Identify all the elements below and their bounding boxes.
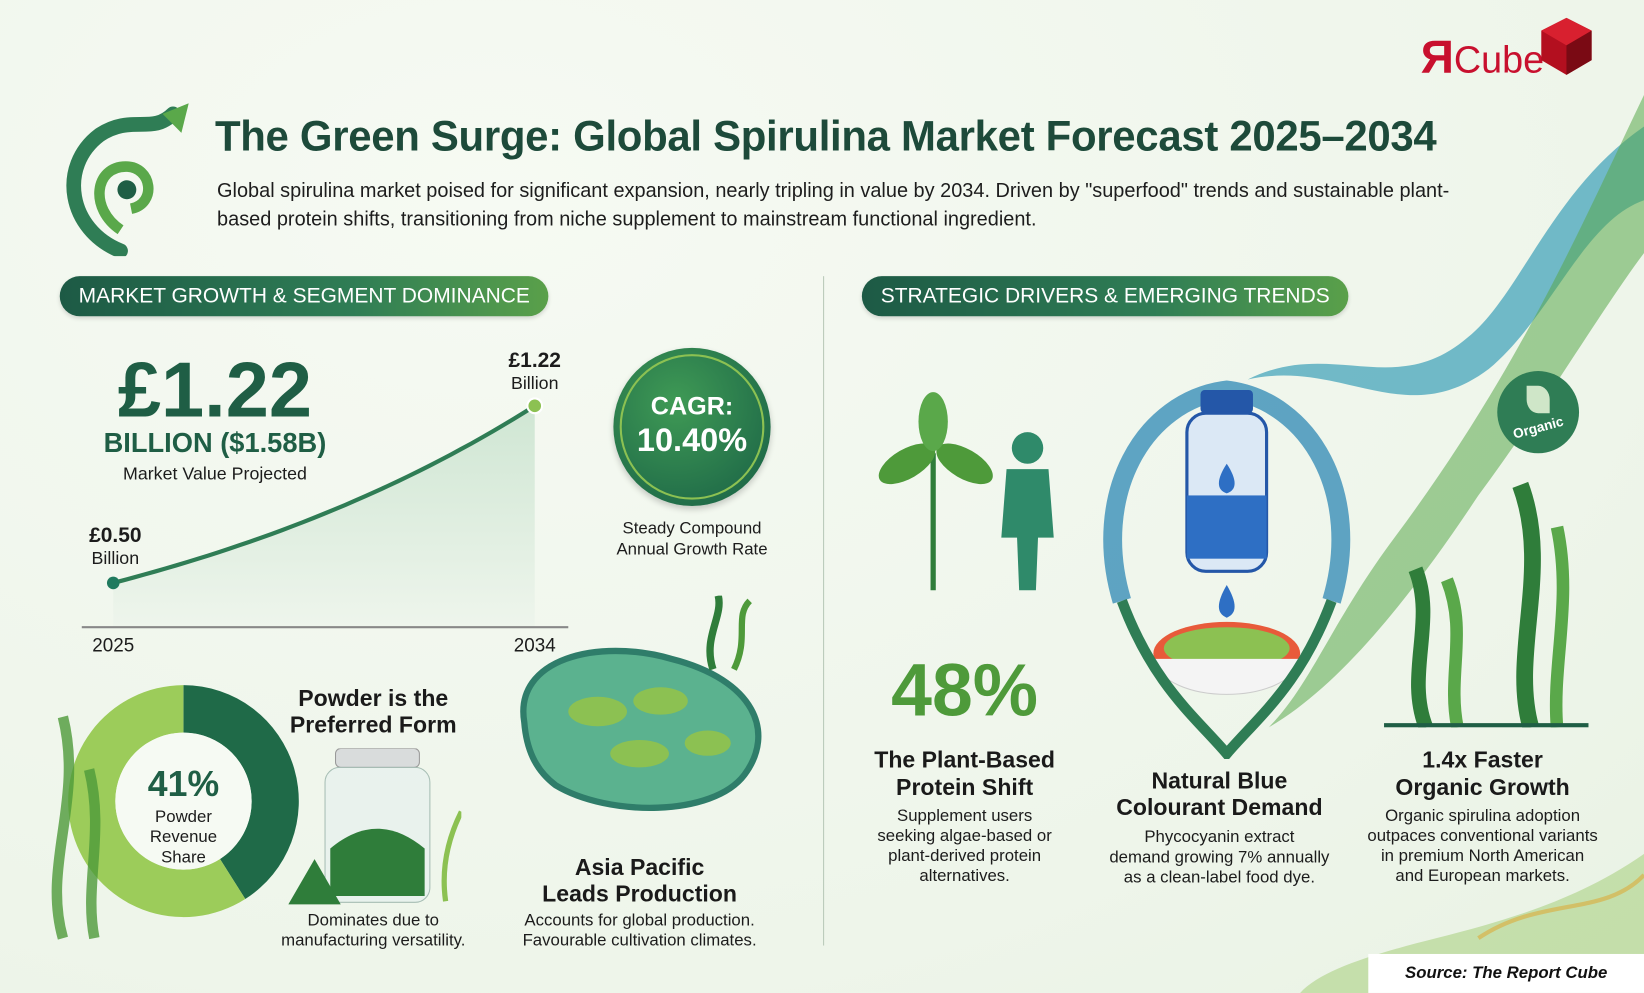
donut-slice-powder	[183, 685, 299, 900]
organic-growth-body-3: in premium North American	[1380, 847, 1585, 866]
section-pill-market-growth: MARKET GROWTH & SEGMENT DOMINANCE	[59, 276, 549, 317]
spirulina-growth-icon	[66, 103, 189, 257]
powder-share-label-3: Share	[161, 848, 206, 867]
section-divider	[823, 276, 825, 946]
plant-protein-body-3: plant-derived protein	[888, 847, 1042, 866]
logo-r: Я	[1420, 31, 1454, 84]
blue-colourant-title-1: Natural Blue	[1151, 767, 1288, 794]
x-tick-2034: 2034	[513, 634, 556, 656]
leaf-icon	[1526, 385, 1550, 414]
organic-growth-title-1: 1.4x Faster	[1422, 746, 1543, 773]
data-label-2025-value: £0.50	[89, 523, 142, 548]
powder-share-label-1: Powder	[155, 808, 212, 827]
data-label-2034-unit: Billion	[510, 373, 559, 394]
organic-growth-body-2: outpaces conventional variants	[1367, 827, 1598, 846]
cagr-label: CAGR:	[650, 392, 734, 421]
plant-protein-body-2: seeking algae-based or	[877, 827, 1052, 846]
cagr-badge: CAGR: 10.40%	[613, 347, 771, 506]
page-title: The Green Surge: Global Spirulina Market…	[214, 113, 1437, 161]
market-value-chart	[81, 397, 569, 629]
cagr-caption-2: Annual Growth Rate	[616, 540, 768, 559]
organic-badge-text: Organic	[1511, 413, 1566, 442]
blue-colourant-body-2: demand growing 7% annually	[1109, 848, 1330, 867]
powder-caption-2: manufacturing versatility.	[281, 931, 466, 950]
asia-title-1: Asia Pacific	[574, 853, 705, 881]
logo-cube-icon	[1541, 17, 1592, 75]
blue-colourant-body-1: Phycocyanin extract	[1144, 828, 1295, 847]
blue-colourant-body-3: as a clean-label food dye.	[1123, 868, 1315, 887]
powder-jar-illustration	[288, 748, 462, 905]
area-fill	[113, 405, 535, 628]
blue-colourant-title-2: Colourant Demand	[1116, 793, 1323, 821]
organic-growth-body-1: Organic spirulina adoption	[1385, 807, 1581, 826]
page-subtitle: Global spirulina market poised for signi…	[217, 180, 1450, 231]
data-label-2025-unit: Billion	[91, 548, 140, 569]
powder-title-1: Powder is the	[298, 685, 449, 712]
cagr-value: 10.40%	[636, 421, 748, 459]
headline-caption: Market Value Projected	[122, 463, 307, 484]
seaweed-illustration	[1384, 481, 1589, 728]
organic-badge: Organic	[1497, 371, 1580, 454]
powder-title-2: Preferred Form	[289, 711, 457, 738]
section-pill-strategic-drivers: STRATEGIC DRIVERS & EMERGING TRENDS	[861, 276, 1349, 317]
organic-growth-title-2: Organic Growth	[1395, 773, 1570, 801]
source-label: Source: The Report Cube	[1368, 953, 1644, 993]
powder-caption-1: Dominates due to	[307, 911, 440, 930]
logo-cube-text: Cube	[1453, 37, 1545, 82]
plant-protein-title-2: Protein Shift	[896, 773, 1034, 801]
series-line	[112, 404, 536, 585]
data-point-2025	[106, 576, 120, 590]
powder-share-value: 41%	[147, 764, 220, 805]
asia-caption-1: Accounts for global production.	[524, 911, 755, 930]
headline-unit: BILLION ($1.58B)	[103, 426, 327, 459]
plant-and-human-illustration	[878, 392, 1054, 591]
rcube-logo: ЯCube	[1421, 32, 1544, 85]
cagr-caption-1: Steady Compound	[622, 519, 762, 538]
donut-slice-other	[68, 685, 246, 918]
x-tick-2025: 2025	[92, 634, 135, 656]
powder-share-label-2: Revenue	[149, 828, 218, 847]
asia-caption-2: Favourable cultivation climates.	[522, 931, 757, 950]
plant-protein-body-1: Supplement users	[897, 807, 1033, 826]
donut-center	[115, 732, 252, 870]
data-label-2034-value: £1.22	[508, 348, 561, 373]
blue-colourant-bottle-illustration	[1103, 380, 1351, 759]
plant-protein-body-4: alternatives.	[919, 867, 1010, 886]
petri-dish-spirulina-illustration	[520, 595, 762, 812]
asia-title-2: Leads Production	[542, 880, 737, 907]
plant-protein-stat: 48%	[891, 649, 1039, 732]
headline-value: £1.22	[117, 345, 313, 434]
seaweed-decoration	[51, 715, 101, 940]
plant-protein-title-1: The Plant-Based	[874, 746, 1055, 773]
powder-share-donut	[51, 685, 299, 940]
organic-growth-body-4: and European markets.	[1395, 867, 1570, 886]
data-point-2034	[526, 397, 544, 415]
